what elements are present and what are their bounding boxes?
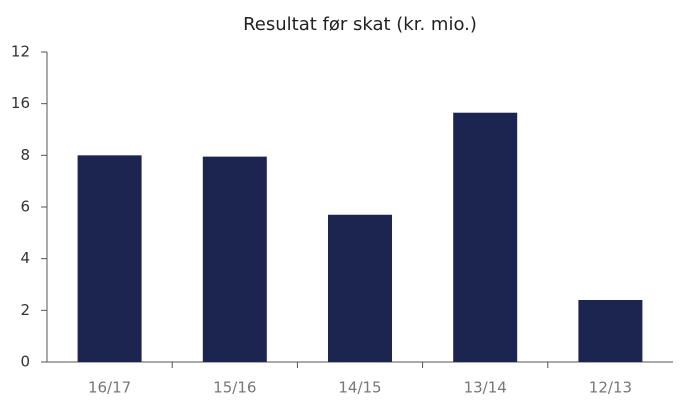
y-tick-label: 8	[20, 146, 30, 164]
bar	[328, 214, 392, 362]
y-tick-label: 0	[20, 353, 30, 371]
y-tick-label: 6	[20, 198, 30, 216]
y-tick-label: 2	[20, 301, 30, 319]
x-tick-label: 13/14	[464, 379, 507, 397]
bar	[453, 112, 518, 362]
x-tick-label: 12/13	[589, 379, 632, 397]
y-tick-label: 12	[11, 43, 30, 61]
chart-title: Resultat før skat (kr. mio.)	[243, 14, 477, 35]
bar	[77, 155, 142, 362]
bar	[202, 156, 267, 362]
y-tick-label: 16	[11, 94, 30, 112]
x-tick-label: 15/16	[213, 379, 256, 397]
x-tick-label: 14/15	[338, 379, 381, 397]
x-tick-label: 16/17	[88, 379, 131, 397]
y-tick-label: 4	[20, 249, 30, 267]
bar	[578, 300, 643, 362]
